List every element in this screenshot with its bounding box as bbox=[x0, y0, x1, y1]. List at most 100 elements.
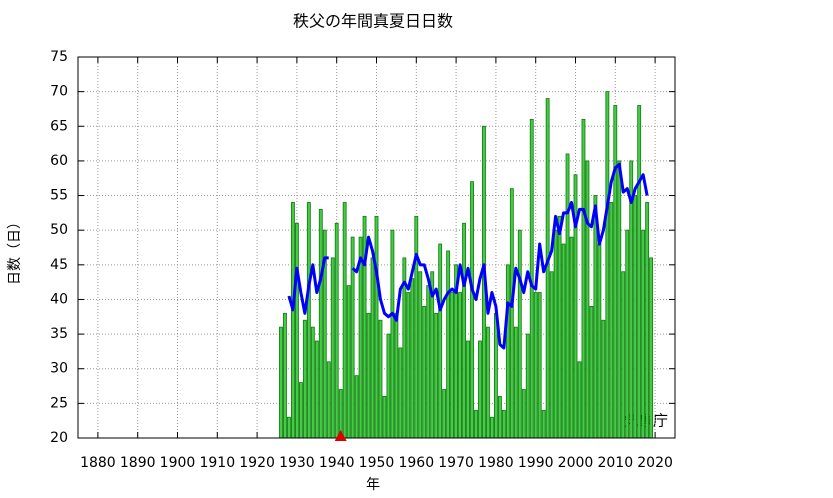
bar bbox=[410, 278, 415, 439]
bar bbox=[613, 105, 618, 439]
y-tick-label: 75 bbox=[50, 49, 68, 65]
y-tick-label: 60 bbox=[50, 153, 68, 169]
x-tick-label: 1960 bbox=[398, 455, 434, 471]
x-tick-label: 1940 bbox=[319, 455, 355, 471]
bar bbox=[537, 292, 542, 439]
x-tick-label: 1880 bbox=[80, 455, 116, 471]
bar bbox=[434, 312, 439, 439]
bar bbox=[617, 160, 622, 439]
bar bbox=[394, 312, 399, 439]
bar bbox=[298, 382, 303, 439]
bar bbox=[406, 292, 411, 439]
bar bbox=[342, 202, 347, 439]
bar bbox=[334, 222, 339, 439]
x-tick-label: 1920 bbox=[239, 455, 275, 471]
bar bbox=[458, 292, 462, 439]
running-mean-line bbox=[287, 162, 649, 350]
bar bbox=[649, 257, 654, 439]
bar bbox=[490, 416, 494, 439]
bar bbox=[442, 389, 447, 439]
bar bbox=[310, 326, 315, 439]
bar bbox=[418, 271, 423, 439]
bar bbox=[505, 264, 510, 439]
y-tick-label: 40 bbox=[50, 291, 68, 307]
bar bbox=[374, 215, 379, 439]
x-tick-label: 2000 bbox=[558, 455, 594, 471]
bar bbox=[525, 333, 530, 439]
bar bbox=[358, 236, 363, 439]
bar bbox=[517, 229, 522, 439]
y-tick-label: 45 bbox=[50, 257, 68, 273]
bar bbox=[446, 250, 451, 439]
bar bbox=[330, 257, 335, 439]
x-tick-label: 1950 bbox=[359, 455, 395, 471]
bar bbox=[450, 292, 455, 439]
bar bbox=[501, 409, 506, 439]
bar bbox=[462, 222, 466, 439]
bar bbox=[366, 312, 371, 439]
bar bbox=[497, 396, 502, 439]
bar bbox=[577, 361, 582, 439]
bar bbox=[557, 215, 562, 439]
bar bbox=[625, 229, 630, 439]
bar bbox=[585, 160, 590, 439]
bar bbox=[390, 229, 395, 439]
bar bbox=[509, 188, 514, 439]
bar bbox=[601, 319, 606, 439]
x-tick-label: 1980 bbox=[478, 455, 514, 471]
bar bbox=[314, 340, 319, 439]
bar bbox=[414, 215, 419, 439]
y-tick-label: 70 bbox=[50, 84, 68, 100]
x-tick-label: 2010 bbox=[597, 455, 633, 471]
bar bbox=[633, 195, 638, 439]
bar bbox=[474, 409, 478, 439]
bar bbox=[597, 243, 602, 439]
bar bbox=[426, 285, 431, 439]
bar bbox=[581, 118, 586, 439]
bar bbox=[565, 153, 570, 439]
bar bbox=[279, 326, 283, 439]
bar bbox=[302, 319, 307, 439]
x-tick-label: 1970 bbox=[438, 455, 474, 471]
bar bbox=[378, 319, 383, 439]
bar bbox=[478, 340, 482, 439]
x-tick-label: 1910 bbox=[199, 455, 235, 471]
bar bbox=[318, 208, 323, 439]
bar bbox=[466, 340, 470, 439]
bar bbox=[513, 326, 518, 439]
bar bbox=[493, 312, 498, 439]
y-tick-label: 20 bbox=[50, 430, 68, 446]
bar bbox=[287, 416, 291, 439]
station-move-marker bbox=[334, 430, 347, 441]
bar bbox=[637, 105, 642, 439]
y-tick-label: 25 bbox=[50, 395, 68, 411]
bar bbox=[641, 229, 646, 439]
bar bbox=[541, 409, 546, 439]
bar bbox=[569, 236, 574, 439]
bar bbox=[291, 202, 295, 439]
x-tick-label: 1900 bbox=[160, 455, 196, 471]
bar bbox=[346, 285, 351, 439]
bar bbox=[609, 202, 614, 439]
bar bbox=[521, 389, 526, 439]
bar bbox=[283, 312, 287, 439]
bar bbox=[593, 195, 598, 439]
x-tick-label: 2020 bbox=[637, 455, 673, 471]
bar bbox=[561, 243, 566, 439]
bar bbox=[326, 361, 331, 439]
y-tick-label: 55 bbox=[50, 188, 68, 204]
y-axis-label: 日数（日） bbox=[7, 215, 23, 285]
bar bbox=[294, 222, 299, 439]
x-tick-label: 1890 bbox=[120, 455, 156, 471]
bar bbox=[589, 305, 594, 439]
bar bbox=[438, 243, 443, 439]
bar bbox=[605, 91, 610, 439]
y-tick-label: 35 bbox=[50, 326, 68, 342]
bar bbox=[553, 229, 558, 439]
bar bbox=[386, 333, 391, 439]
x-tick-label: 1990 bbox=[518, 455, 554, 471]
y-tick-label: 65 bbox=[50, 118, 68, 134]
bar bbox=[621, 271, 626, 439]
